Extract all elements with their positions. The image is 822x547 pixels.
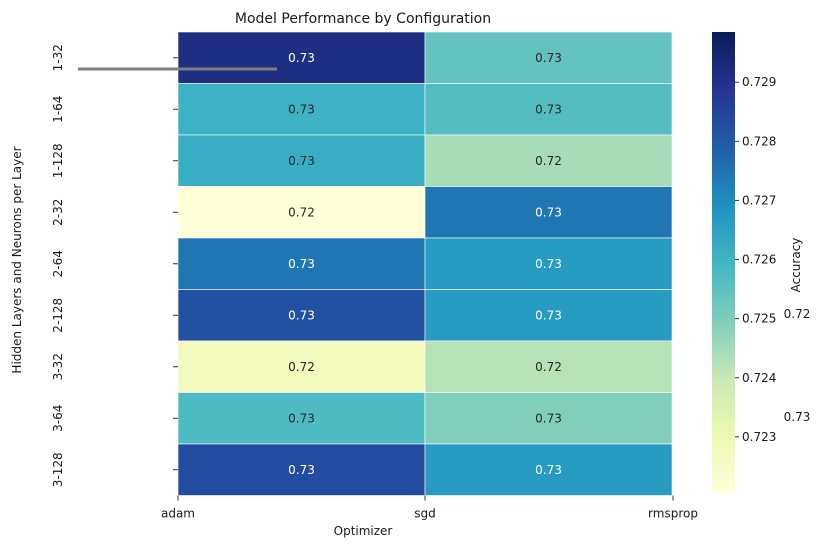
cell-value-label: 0.73 — [535, 102, 562, 116]
cell-value-label: 0.73 — [535, 308, 562, 322]
heatmap-cell — [177, 443, 426, 496]
heatmap-cell — [177, 31, 426, 84]
heatmap-cell — [424, 186, 673, 239]
colorbar-tick-label: 0.724 — [742, 371, 776, 385]
colorbar-tick-label: 0.725 — [742, 312, 776, 326]
cell-value-label: 0.73 — [535, 411, 562, 425]
y-tick-label: 3-128 — [51, 452, 65, 487]
cell-value-label: 0.73 — [535, 205, 562, 219]
x-tick-label: rmsprop — [648, 507, 698, 521]
heatmap-cell — [424, 340, 673, 393]
cell-value-label: 0.73 — [288, 257, 315, 271]
cell-value-label: 0.73 — [535, 51, 562, 65]
colorbar-tick-label: 0.729 — [742, 75, 776, 89]
colorbar — [712, 32, 735, 493]
y-tick-label: 1-128 — [51, 143, 65, 178]
heatmap-cell — [177, 392, 426, 445]
y-axis-label: Hidden Layers and Neurons per Layer — [10, 146, 24, 373]
heatmap-cell-labels: 0.73 0.73 0.73 0.73 0.73 0.72 0.72 0.73 0.73 0.73… — [288, 51, 562, 477]
x-tick-label: adam — [161, 507, 195, 521]
heatmap-cells — [177, 31, 673, 496]
colorbar-label: Accuracy — [789, 238, 803, 293]
cell-value-label: 0.73 — [288, 463, 315, 477]
colorbar-ticks: 0.723 0.724 0.725 0.726 0.727 0.728 0.729 — [735, 75, 776, 444]
cell-value-label: 0.72 — [535, 360, 562, 374]
cell-value-label: 0.73 — [288, 308, 315, 322]
heatmap-cell — [424, 83, 673, 136]
heatmap-cell — [424, 392, 673, 445]
colorbar-tick-label: 0.723 — [742, 430, 776, 444]
chart-title: Model Performance by Configuration — [235, 11, 491, 27]
y-tick-label: 3-64 — [51, 405, 65, 432]
cell-value-label: 0.73 — [288, 154, 315, 168]
cell-value-label: 0.73 — [535, 463, 562, 477]
cell-value-label: 0.73 — [288, 102, 315, 116]
heatmap-cell — [177, 340, 426, 393]
heatmap-cell — [424, 134, 673, 187]
cell-value-label: 0.73 — [535, 257, 562, 271]
x-axis-ticks: adam sgd rmsprop — [161, 495, 698, 521]
stray-label-upper: 0.72 — [784, 307, 811, 321]
cell-value-label: 0.72 — [288, 205, 315, 219]
heatmap-cell — [177, 134, 426, 187]
cell-value-label: 0.73 — [288, 411, 315, 425]
cell-value-label: 0.73 — [288, 51, 315, 65]
heatmap-cell — [177, 83, 426, 136]
y-tick-label: 2-64 — [51, 250, 65, 277]
colorbar-tick-label: 0.728 — [742, 134, 776, 148]
heatmap-cell — [424, 289, 673, 342]
colorbar-tick-label: 0.727 — [742, 193, 776, 207]
x-axis-label: Optimizer — [334, 524, 393, 538]
y-tick-label: 2-128 — [51, 298, 65, 333]
y-tick-label: 3-32 — [51, 353, 65, 380]
y-axis-ticks: 1-32 1-64 1-128 2-32 2-64 2-128 3-32 3-64 3-128 — [51, 44, 178, 487]
y-tick-label: 2-32 — [51, 199, 65, 226]
cell-value-label: 0.72 — [288, 360, 315, 374]
y-tick-label: 1-64 — [51, 96, 65, 123]
heatmap-cell — [424, 31, 673, 84]
cell-value-label: 0.72 — [535, 154, 562, 168]
stray-label-lower: 0.73 — [784, 410, 811, 424]
y-tick-label: 1-32 — [51, 44, 65, 71]
colorbar-tick-label: 0.726 — [742, 253, 776, 267]
heatmap-cell — [424, 237, 673, 290]
x-tick-label: sgd — [414, 507, 436, 521]
heatmap-cell — [424, 443, 673, 496]
